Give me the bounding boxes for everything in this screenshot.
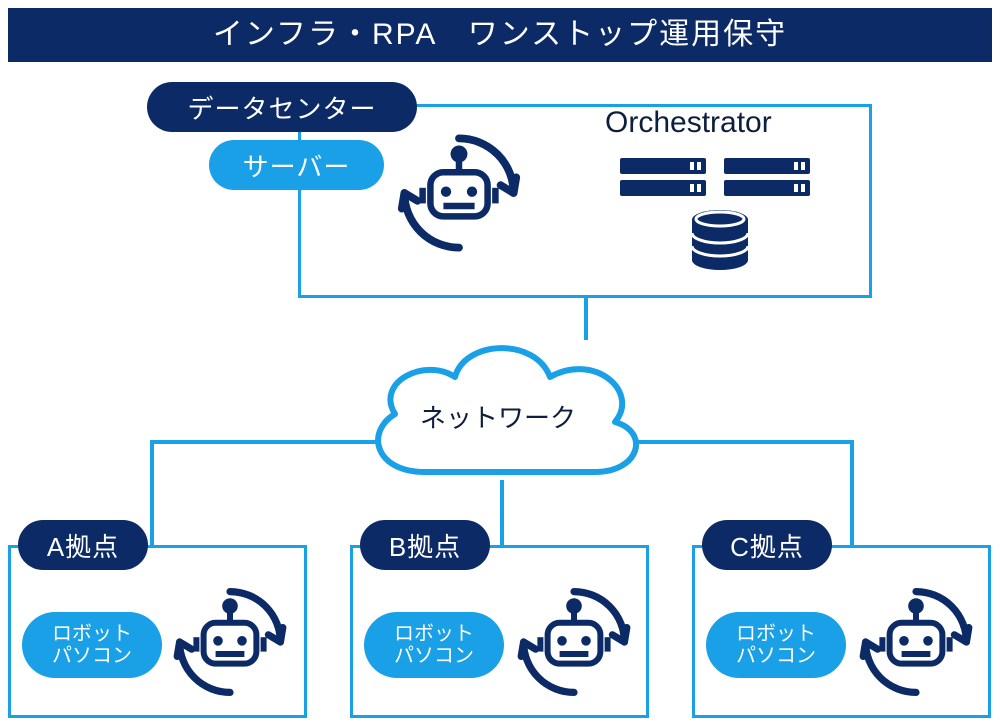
orchestrator-label: Orchestrator [605, 106, 772, 140]
server-stack-icon [620, 158, 820, 278]
rpc-label-top: ロボット [736, 623, 816, 645]
rpc-label-top: ロボット [394, 623, 474, 645]
site-b-rpc-pill: ロボット パソコン [364, 612, 504, 678]
site-a-pill: A拠点 [18, 520, 148, 570]
title-bar: インフラ・RPA ワンストップ運用保守 [8, 8, 992, 62]
site-c-rpc-pill: ロボット パソコン [706, 612, 846, 678]
rpc-label-top: ロボット [52, 623, 132, 645]
rpc-label-bottom: パソコン [52, 645, 132, 667]
site-a-robot-icon [170, 582, 290, 702]
site-c-pill: C拠点 [702, 520, 832, 570]
site-c-robot-icon [856, 582, 976, 702]
site-a-rpc-pill: ロボット パソコン [22, 612, 162, 678]
cloud-label: ネットワーク [420, 398, 576, 435]
line-drop-right [850, 440, 854, 546]
rpc-label-bottom: パソコン [394, 645, 474, 667]
site-b-pill: B拠点 [360, 520, 490, 570]
rpc-label-bottom: パソコン [736, 645, 816, 667]
robot-cycle-icon [394, 128, 524, 258]
line-drop-left [150, 440, 154, 546]
site-b-robot-icon [514, 582, 634, 702]
server-pill: サーバー [209, 140, 384, 190]
datacenter-pill: データセンター [147, 82, 417, 132]
